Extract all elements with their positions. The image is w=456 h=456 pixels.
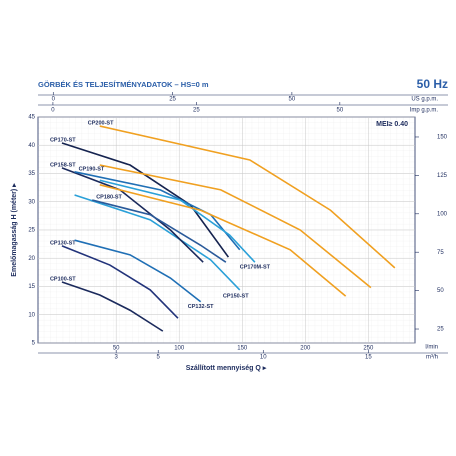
curve-label: CP132-ST xyxy=(188,304,214,310)
y2-tick-label: 50 xyxy=(437,288,444,294)
mei-label: MEI≥ 0.40 xyxy=(376,121,408,128)
secondary-tick-label: 50 xyxy=(336,108,343,114)
axis-unit: Imp g.p.m. xyxy=(410,108,439,114)
x-tick-label: 250 xyxy=(363,346,374,352)
curve-label: CP200-ST xyxy=(88,120,114,126)
curve-label: CP150-ST xyxy=(223,293,249,299)
y-tick-label: 35 xyxy=(28,171,35,177)
y-tick-label: 25 xyxy=(28,228,35,234)
y-tick-label: 30 xyxy=(28,199,35,205)
secondary-tick-label: 50 xyxy=(289,97,296,103)
y-tick-label: 20 xyxy=(28,256,35,262)
pump-curve xyxy=(74,239,202,303)
secondary-tick-label: 5 xyxy=(157,355,161,361)
curve-label: CP180-ST xyxy=(96,195,122,201)
axis-unit: US g.p.m. xyxy=(411,97,438,103)
secondary-tick-label: 0 xyxy=(51,108,55,114)
pump-curve xyxy=(92,199,227,263)
x-tick-label: 100 xyxy=(174,346,185,352)
secondary-tick-label: 25 xyxy=(193,108,200,114)
axis-unit: l/min xyxy=(425,345,438,351)
frequency: 50 Hz xyxy=(417,77,448,91)
pump-curve xyxy=(99,179,256,263)
x-tick-label: 50 xyxy=(113,346,120,352)
y2-tick-label: 75 xyxy=(437,250,444,256)
secondary-tick-label: 3 xyxy=(115,355,119,361)
secondary-tick-label: 25 xyxy=(169,97,176,103)
curve-label: CP158-ST xyxy=(50,162,76,168)
y-tick-label: 40 xyxy=(28,143,35,149)
x-tick-label: 200 xyxy=(300,346,311,352)
pump-curve xyxy=(99,164,372,289)
pump-curve xyxy=(99,125,396,269)
secondary-tick-label: 10 xyxy=(260,355,267,361)
pump-curve xyxy=(61,245,179,319)
y-tick-label: 45 xyxy=(28,115,35,121)
pump-curve xyxy=(61,281,164,332)
y2-tick-label: 125 xyxy=(437,173,448,179)
y-tick-label: 5 xyxy=(32,341,36,347)
curve-label: CP190-ST xyxy=(79,166,105,172)
curve-label: CP170M-ST xyxy=(240,265,271,271)
y-axis-label: Emelőmagasság H (méter) ▸ xyxy=(11,183,18,277)
curve-label: CP130-ST xyxy=(50,240,76,246)
secondary-tick-label: 0 xyxy=(52,97,56,103)
y-tick-label: 15 xyxy=(28,284,35,290)
y-tick-label: 10 xyxy=(28,312,35,318)
y2-tick-label: 100 xyxy=(437,211,448,217)
y2-tick-label: 150 xyxy=(437,135,448,141)
chart-title: GÖRBÉK ÉS TELJESÍTMÉNYADATOK – HS=0 m xyxy=(38,80,209,89)
pump-curve xyxy=(99,184,347,297)
curve-label: CP100-ST xyxy=(50,276,76,282)
axis-unit: m³/h xyxy=(426,355,438,361)
y2-tick-label: 25 xyxy=(437,327,444,333)
x-tick-label: 150 xyxy=(237,346,248,352)
pump-curve xyxy=(61,142,230,258)
curve-label: CP170-ST xyxy=(50,137,76,143)
secondary-tick-label: 15 xyxy=(365,355,372,361)
x-axis-label: Szállított mennyiség Q ▸ xyxy=(186,365,267,372)
pump-curve xyxy=(61,167,204,263)
